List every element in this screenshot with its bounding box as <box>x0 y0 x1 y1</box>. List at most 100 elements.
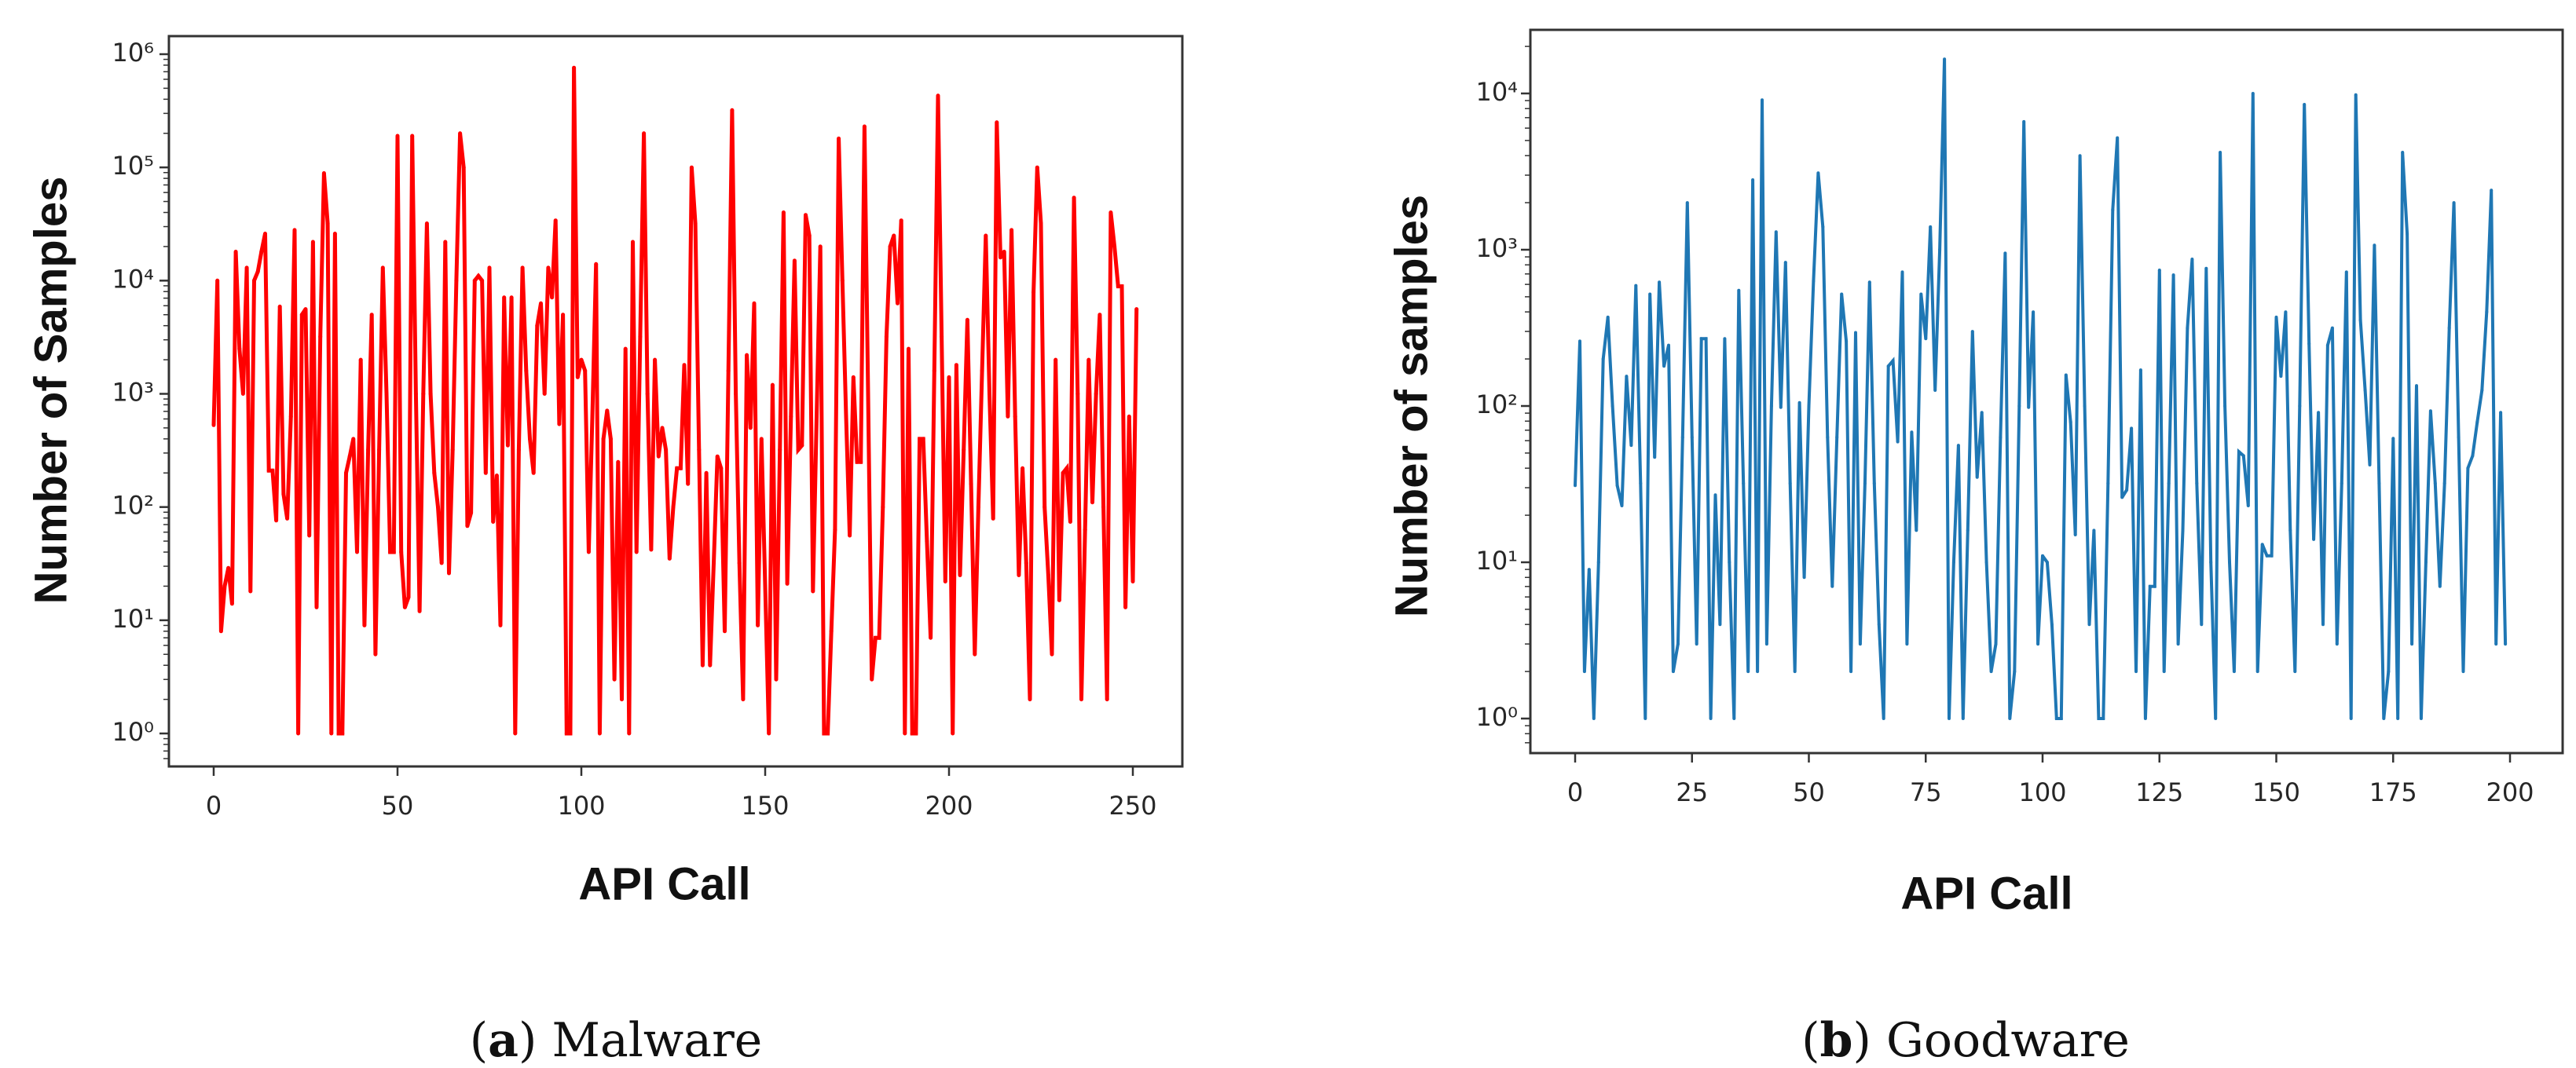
data-point <box>2003 251 2007 255</box>
data-point <box>1872 481 1876 485</box>
data-point <box>2424 561 2428 564</box>
data-point <box>752 301 757 305</box>
data-point <box>494 474 499 477</box>
data-point <box>255 269 260 274</box>
data-point <box>1035 165 1039 170</box>
data-point <box>531 470 536 475</box>
data-point <box>778 448 782 452</box>
data-point <box>1704 337 1708 341</box>
data-point <box>789 414 793 419</box>
data-point <box>2101 717 2105 720</box>
data-point <box>281 492 286 496</box>
data-point <box>686 481 691 486</box>
data-point <box>671 505 676 510</box>
data-point <box>840 278 845 283</box>
data-point <box>1072 196 1076 200</box>
data-point <box>465 524 470 529</box>
y-axis-label: Number of samples <box>1386 195 1437 617</box>
data-point <box>800 443 804 448</box>
data-point <box>2143 717 2147 720</box>
data-point <box>2219 151 2222 154</box>
data-point <box>553 218 558 223</box>
data-point <box>1634 283 1638 287</box>
data-point <box>2415 384 2418 388</box>
data-point <box>2494 642 2498 646</box>
data-point <box>299 313 304 317</box>
data-point <box>542 392 547 396</box>
data-point <box>1797 400 1801 404</box>
data-point <box>1021 466 1025 470</box>
data-point <box>925 539 929 543</box>
x-tick-label: 0 <box>206 791 222 821</box>
data-point <box>781 210 786 214</box>
data-point <box>2377 481 2381 485</box>
data-point <box>1891 359 1895 363</box>
data-point <box>2130 426 2134 430</box>
data-point <box>2270 554 2274 558</box>
data-point <box>1709 717 1713 720</box>
data-point <box>1578 339 1581 343</box>
data-point <box>428 392 433 396</box>
data-point <box>1793 670 1797 674</box>
data-point <box>877 635 881 640</box>
data-point <box>2490 188 2494 192</box>
data-point <box>2097 717 2101 720</box>
data-point <box>285 516 290 521</box>
data-point <box>616 459 621 464</box>
data-point <box>226 565 231 570</box>
data-point <box>859 459 863 464</box>
data-point <box>2293 670 2297 674</box>
data-point <box>450 448 455 452</box>
data-point <box>1130 580 1135 583</box>
malware-data-points <box>211 65 1139 736</box>
data-point <box>888 244 892 249</box>
data-point <box>355 550 359 554</box>
data-point <box>2162 670 2166 674</box>
data-point <box>1769 404 1773 408</box>
data-point <box>2054 717 2058 720</box>
data-point <box>1601 357 1605 361</box>
data-point <box>605 408 610 413</box>
data-point <box>804 213 808 218</box>
data-point <box>2312 537 2316 541</box>
y-tick-label: 10⁰ <box>1475 702 1518 732</box>
data-point <box>447 571 451 576</box>
data-point <box>1094 392 1098 396</box>
data-point <box>2457 435 2461 439</box>
data-point <box>745 353 749 357</box>
data-point <box>266 468 271 473</box>
data-point <box>612 677 617 682</box>
data-point <box>476 273 481 278</box>
data-point <box>1877 623 1881 627</box>
data-point <box>1057 598 1061 602</box>
data-point <box>2073 533 2077 536</box>
data-point <box>557 422 562 426</box>
data-point <box>737 561 742 565</box>
data-point <box>483 470 488 475</box>
data-point <box>1742 481 1746 485</box>
data-point <box>2255 670 2259 674</box>
data-point <box>2041 554 2044 558</box>
data-point <box>929 635 933 640</box>
data-point <box>1123 605 1128 609</box>
axes-frame <box>167 35 1184 768</box>
data-point <box>730 108 735 112</box>
data-point <box>980 368 984 373</box>
caption-text: Goodware <box>1885 1013 2130 1068</box>
y-tick-label: 10² <box>112 491 154 521</box>
data-point <box>1587 568 1591 572</box>
data-point <box>391 550 396 554</box>
data-point <box>1068 520 1072 524</box>
y-tick-label: 10¹ <box>1475 546 1518 576</box>
data-point <box>1006 414 1010 419</box>
data-point <box>837 136 841 141</box>
data-point <box>932 368 936 373</box>
data-point <box>2157 269 2161 272</box>
data-point <box>303 307 308 312</box>
data-point <box>2059 717 2063 720</box>
data-point <box>712 561 716 565</box>
data-point <box>321 171 326 175</box>
x-tick-label: 150 <box>2252 777 2300 807</box>
data-point <box>2368 463 2372 466</box>
data-point <box>2251 92 2255 95</box>
